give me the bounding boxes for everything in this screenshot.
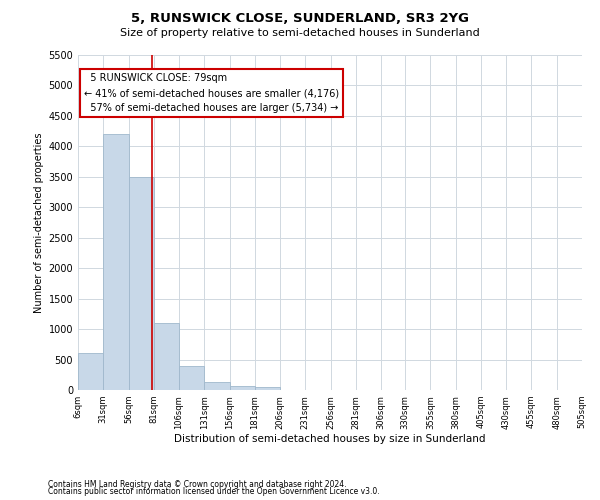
Bar [154,323,179,390]
Text: Contains public sector information licensed under the Open Government Licence v3: Contains public sector information licen… [48,487,380,496]
Y-axis label: Number of semi-detached properties: Number of semi-detached properties [34,132,44,313]
Text: 5 RUNSWICK CLOSE: 79sqm
← 41% of semi-detached houses are smaller (4,176)
  57% : 5 RUNSWICK CLOSE: 79sqm ← 41% of semi-de… [84,74,339,113]
Bar [179,366,204,390]
X-axis label: Distribution of semi-detached houses by size in Sunderland: Distribution of semi-detached houses by … [174,434,486,444]
Bar [204,382,230,390]
Bar [255,386,280,390]
Bar [78,354,103,390]
Text: 5, RUNSWICK CLOSE, SUNDERLAND, SR3 2YG: 5, RUNSWICK CLOSE, SUNDERLAND, SR3 2YG [131,12,469,26]
Bar [103,134,128,390]
Bar [230,386,255,390]
Text: Contains HM Land Registry data © Crown copyright and database right 2024.: Contains HM Land Registry data © Crown c… [48,480,347,489]
Text: Size of property relative to semi-detached houses in Sunderland: Size of property relative to semi-detach… [120,28,480,38]
Bar [128,177,154,390]
